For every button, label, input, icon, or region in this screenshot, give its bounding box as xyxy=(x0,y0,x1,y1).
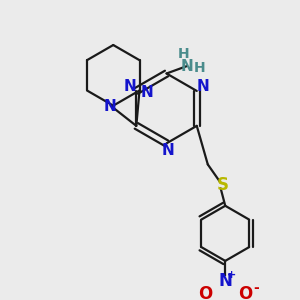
Text: N: N xyxy=(218,272,232,290)
Text: N: N xyxy=(162,143,175,158)
Text: N: N xyxy=(197,79,210,94)
Text: -: - xyxy=(254,280,260,295)
Text: H: H xyxy=(177,47,189,61)
Text: O: O xyxy=(238,285,253,300)
Text: H: H xyxy=(194,61,206,75)
Text: N: N xyxy=(140,85,153,100)
Text: N: N xyxy=(103,99,116,114)
Text: N: N xyxy=(124,79,136,94)
Text: N: N xyxy=(180,58,193,74)
Text: O: O xyxy=(198,285,212,300)
Text: +: + xyxy=(227,270,236,280)
Text: S: S xyxy=(217,176,229,194)
